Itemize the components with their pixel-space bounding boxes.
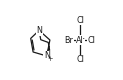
Text: Cl: Cl [76, 56, 84, 64]
Text: ·: · [82, 34, 86, 44]
Text: Al: Al [76, 36, 84, 44]
Text: Br: Br [65, 36, 74, 44]
Text: +: + [47, 56, 53, 62]
Text: Cl: Cl [88, 36, 95, 44]
Text: Cl: Cl [76, 16, 84, 24]
Text: N: N [36, 26, 42, 35]
Text: N: N [44, 52, 50, 60]
